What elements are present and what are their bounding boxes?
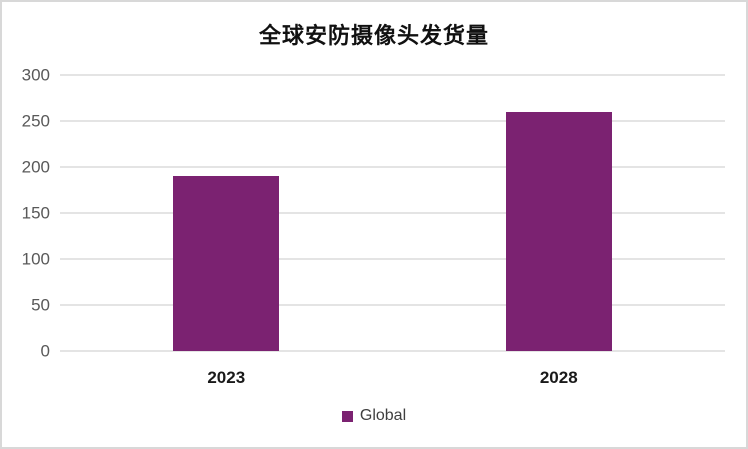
y-axis-tick-label-0: 0 <box>40 341 50 361</box>
chart-title: 全球安防摄像头发货量 <box>258 23 489 48</box>
y-axis-tick-label-200: 200 <box>21 157 50 177</box>
gridline-100 <box>60 258 725 260</box>
gridline-50 <box>60 304 725 306</box>
legend-label: Global <box>359 407 407 424</box>
y-axis-tick-label-250: 250 <box>21 111 50 131</box>
bar-2023 <box>173 176 280 351</box>
plot-area: 0 50 100 150 200 250 300 <box>22 67 725 360</box>
y-axis-tick-label-50: 50 <box>31 295 50 315</box>
gridline-300 <box>60 74 725 76</box>
y-axis-tick-label-300: 300 <box>21 65 50 85</box>
x-axis-label-2023: 2023 <box>207 368 246 387</box>
bar-2028 <box>505 111 612 351</box>
legend-marker-icon <box>341 410 353 422</box>
x-axis-labels: 2023 2028 <box>60 368 725 390</box>
gridline-0 <box>60 350 725 352</box>
gridline-200 <box>60 166 725 168</box>
y-axis-tick-label-100: 100 <box>21 249 50 269</box>
x-axis-label-2028: 2028 <box>539 368 578 387</box>
legend: Global <box>2 408 746 424</box>
y-axis-tick-label-150: 150 <box>21 203 50 223</box>
gridline-250 <box>60 120 725 122</box>
gridline-150 <box>60 212 725 214</box>
